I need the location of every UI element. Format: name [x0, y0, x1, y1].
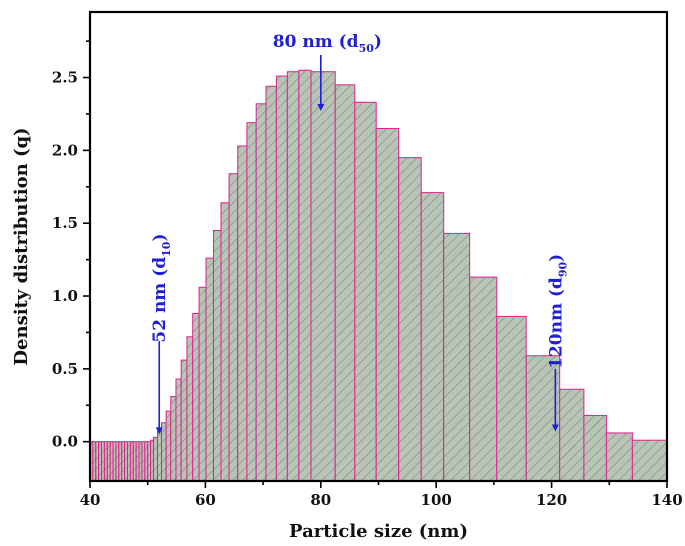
histogram-bar	[157, 430, 163, 482]
x-tick-label: 60	[195, 491, 216, 509]
histogram-bar	[237, 145, 248, 482]
histogram-bar	[583, 414, 607, 482]
y-axis-title: Density distribution (q)	[11, 127, 32, 365]
histogram-bar	[152, 436, 159, 482]
histogram-bar	[605, 432, 633, 482]
x-tick-label: 40	[80, 491, 101, 509]
x-axis-title: Particle size (nm)	[289, 521, 468, 542]
histogram-bar	[175, 378, 182, 482]
annotation-label: 120nm (d90)	[546, 254, 569, 369]
histogram-bar	[275, 75, 288, 482]
histogram-bar	[255, 103, 267, 482]
histogram-bar	[310, 71, 336, 482]
histogram-bar	[354, 101, 377, 482]
annotation-arrowhead	[155, 427, 163, 435]
x-tick-label: 120	[536, 491, 567, 509]
histogram-bar	[496, 315, 527, 482]
histogram-bar	[286, 71, 300, 482]
histogram-bar	[180, 359, 188, 482]
annotation-arrowhead	[317, 104, 325, 112]
y-tick-label: 0.0	[52, 433, 78, 451]
x-axis-ticks: 40 60 80 100 120 140	[80, 481, 683, 509]
histogram-bar	[198, 286, 207, 482]
annotation-label: 52 nm (d10)	[150, 233, 173, 342]
histogram-bar	[186, 336, 194, 482]
histogram-bar	[220, 202, 230, 482]
histogram-bar	[212, 229, 222, 482]
y-tick-label: 0.5	[52, 360, 78, 378]
y-tick-label: 2.5	[52, 69, 78, 87]
x-tick-label: 80	[310, 491, 331, 509]
histogram-bar	[443, 232, 471, 482]
histogram-bar	[170, 396, 177, 482]
y-tick-label: 1.0	[52, 287, 78, 305]
annotations-layer: 52 nm (d10) 80 nm (d50) 120nm (d90)	[150, 32, 569, 435]
y-axis-ticks: 0.0 0.5 1.0 1.5 2.0 2.5	[52, 40, 90, 451]
histogram-bar	[246, 122, 257, 482]
histogram-bar	[265, 85, 277, 482]
bars-layer	[89, 69, 668, 482]
histogram-bar	[469, 276, 498, 482]
y-tick-label: 1.5	[52, 214, 78, 232]
x-tick-label: 140	[651, 491, 682, 509]
histogram-bar	[165, 410, 172, 482]
histogram-bar	[298, 69, 312, 482]
annotation-arrowhead	[551, 424, 559, 432]
histogram-bar	[205, 257, 214, 482]
histogram-bar	[559, 388, 585, 482]
y-tick-label: 2.0	[52, 141, 78, 159]
x-tick-label: 100	[421, 491, 452, 509]
histogram-bar	[334, 84, 356, 482]
histogram-bar	[398, 157, 422, 482]
histogram-bar	[192, 313, 200, 482]
annotation-label: 80 nm (d50)	[273, 32, 382, 55]
histogram-bar	[228, 173, 239, 482]
histogram-bar	[631, 439, 668, 482]
histogram-bar	[161, 422, 167, 482]
histogram-bar	[420, 192, 445, 482]
histogram-bar	[375, 128, 400, 482]
